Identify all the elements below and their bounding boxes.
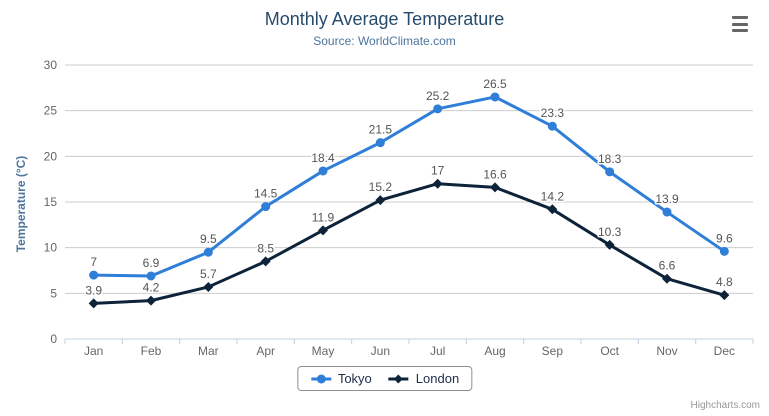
data-point-london-oct[interactable] <box>604 239 615 250</box>
data-point-london-jan[interactable] <box>88 298 99 309</box>
data-label-tokyo-apr: 14.5 <box>254 187 278 201</box>
y-axis-label-10: 10 <box>44 241 58 255</box>
data-point-london-jul[interactable] <box>432 178 443 189</box>
data-label-tokyo-oct: 18.3 <box>598 152 622 166</box>
legend: Tokyo London <box>296 366 473 391</box>
data-point-london-aug[interactable] <box>490 182 500 193</box>
chart-title: Monthly Average Temperature <box>264 9 505 29</box>
y-axis-label-0: 0 <box>50 332 57 346</box>
data-point-london-may[interactable] <box>318 225 328 236</box>
x-axis-label-Feb: Feb <box>141 344 162 358</box>
x-axis-label-Jan: Jan <box>84 344 103 358</box>
data-label-london-dec: 4.8 <box>716 275 733 289</box>
data-point-london-mar[interactable] <box>203 281 214 292</box>
x-axis-label-Mar: Mar <box>198 344 219 358</box>
x-axis-label-Nov: Nov <box>656 344 677 358</box>
data-point-tokyo-nov[interactable] <box>662 207 672 217</box>
credits-link[interactable]: Highcharts.com <box>690 400 760 411</box>
y-axis-label-5: 5 <box>50 286 57 300</box>
hamburger-bar <box>732 29 748 32</box>
x-axis-label-Aug: Aug <box>484 344 505 358</box>
diamond-marker-icon <box>388 374 409 383</box>
chart-subtitle: Source: WorldClimate.com <box>313 34 456 48</box>
data-label-london-feb: 4.2 <box>143 281 160 295</box>
data-point-tokyo-feb[interactable] <box>146 271 156 281</box>
data-point-london-sep[interactable] <box>547 204 558 215</box>
y-axis-label-20: 20 <box>44 149 58 163</box>
x-axis-label-Oct: Oct <box>600 344 619 358</box>
series-line-tokyo <box>92 95 726 278</box>
data-label-london-jul: 17 <box>431 164 445 178</box>
data-point-tokyo-sep[interactable] <box>547 121 557 131</box>
series-line-london <box>92 182 726 305</box>
legend-item-label: Tokyo <box>337 371 372 386</box>
data-point-tokyo-oct[interactable] <box>605 167 615 177</box>
hamburger-bar <box>732 16 748 19</box>
data-label-london-sep: 14.2 <box>541 189 565 203</box>
data-label-tokyo-mar: 9.5 <box>200 232 217 246</box>
y-axis-label-15: 15 <box>44 195 58 209</box>
data-label-tokyo-jul: 25.2 <box>426 89 450 103</box>
x-axis-label-Dec: Dec <box>714 344 735 358</box>
x-axis-label-Jul: Jul <box>430 344 445 358</box>
data-label-london-oct: 10.3 <box>598 225 622 239</box>
data-point-tokyo-jun[interactable] <box>375 138 385 148</box>
x-axis-label-Sep: Sep <box>542 344 564 358</box>
data-label-tokyo-aug: 26.5 <box>483 77 507 91</box>
data-point-tokyo-jan[interactable] <box>89 270 99 280</box>
data-label-tokyo-dec: 9.6 <box>716 231 733 245</box>
data-label-tokyo-jan: 7 <box>90 255 97 269</box>
data-label-london-aug: 16.6 <box>483 167 507 181</box>
data-point-london-feb[interactable] <box>146 295 156 306</box>
y-axis-label-25: 25 <box>44 104 58 118</box>
data-label-tokyo-nov: 13.9 <box>655 192 679 206</box>
data-point-tokyo-jul[interactable] <box>433 104 443 114</box>
data-point-london-nov[interactable] <box>662 273 672 284</box>
legend-item-label: London <box>415 371 460 386</box>
data-point-tokyo-dec[interactable] <box>719 246 729 256</box>
data-label-london-jun: 15.2 <box>369 180 393 194</box>
legend-item-tokyo[interactable]: Tokyo <box>310 371 372 386</box>
data-point-london-dec[interactable] <box>719 290 730 301</box>
x-axis-label-Jun: Jun <box>371 344 390 358</box>
legend-item-london[interactable]: London <box>388 371 459 386</box>
data-label-tokyo-may: 18.4 <box>311 151 335 165</box>
data-label-london-nov: 6.6 <box>659 259 676 273</box>
y-axis-title: Temperature (°C) <box>14 156 28 253</box>
data-label-london-mar: 5.7 <box>200 267 217 281</box>
hamburger-menu-icon[interactable] <box>731 15 751 33</box>
data-point-london-apr[interactable] <box>260 256 271 267</box>
data-label-london-may: 11.9 <box>312 210 335 224</box>
data-label-london-jan: 3.9 <box>85 283 102 297</box>
data-label-tokyo-sep: 23.3 <box>541 106 565 120</box>
y-axis-label-30: 30 <box>44 58 58 72</box>
circle-marker-icon <box>310 374 331 383</box>
data-point-tokyo-apr[interactable] <box>261 202 271 212</box>
data-point-tokyo-aug[interactable] <box>490 92 500 102</box>
data-label-london-apr: 8.5 <box>257 241 274 255</box>
data-point-london-jun[interactable] <box>375 195 386 206</box>
data-label-tokyo-feb: 6.9 <box>143 256 160 270</box>
data-point-tokyo-mar[interactable] <box>203 247 213 257</box>
x-axis-label-May: May <box>312 344 335 358</box>
data-label-tokyo-jun: 21.5 <box>369 123 393 137</box>
hamburger-bar <box>732 22 748 26</box>
x-axis-label-Apr: Apr <box>256 344 275 358</box>
data-point-tokyo-may[interactable] <box>318 166 328 176</box>
